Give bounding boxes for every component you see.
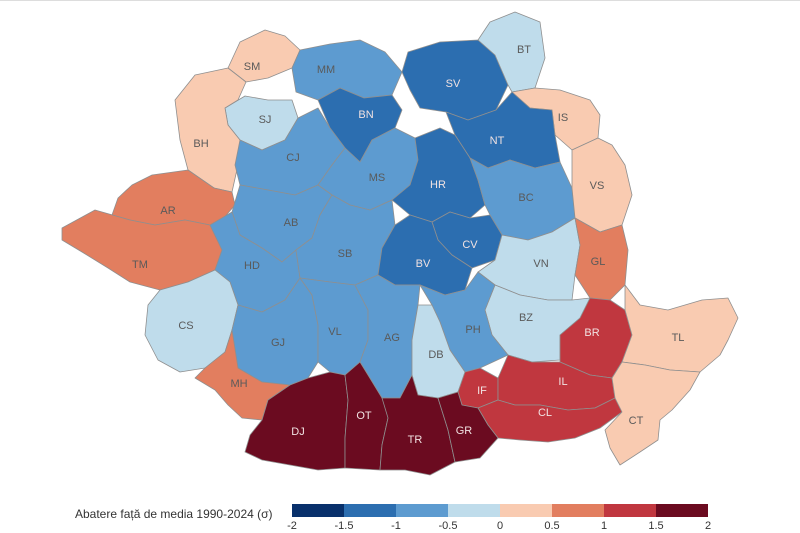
county-label-ms: MS — [369, 172, 386, 184]
legend-ticks: -2 -1.5 -1 -0.5 0 0.5 1 1.5 2 — [287, 520, 711, 532]
county-label-br: BR — [584, 327, 599, 339]
county-label-mm: MM — [317, 64, 335, 76]
county-label-bn: BN — [358, 109, 373, 121]
county-label-vl: VL — [328, 326, 341, 338]
county-label-if: IF — [477, 385, 487, 397]
county-label-dj: DJ — [291, 426, 304, 438]
county-label-hr: HR — [430, 179, 446, 191]
county-label-sm: SM — [244, 61, 261, 73]
county-label-ct: CT — [629, 415, 644, 427]
county-gl — [574, 217, 629, 301]
legend-swatch — [500, 504, 552, 517]
top-border — [0, 0, 800, 1]
legend-tick: 1 — [601, 520, 607, 532]
county-label-nt: NT — [490, 135, 505, 147]
county-label-is: IS — [558, 112, 568, 124]
legend: Abatere față de media 1990-2024 (σ) -2 -1… — [75, 504, 711, 532]
county-vs — [571, 137, 633, 233]
county-tl — [621, 284, 739, 373]
legend-swatch — [552, 504, 604, 517]
county-label-tm: TM — [132, 259, 148, 271]
county-label-bz: BZ — [519, 312, 533, 324]
legend-swatch — [656, 504, 708, 517]
county-label-ab: AB — [284, 217, 299, 229]
legend-tick: 2 — [705, 520, 711, 532]
labels-layer: SM MM SV BT SJ BN IS BH CJ MS NT HR BC VS AR AB CV TM HD SB… — [132, 44, 684, 446]
county-label-db: DB — [428, 349, 443, 361]
legend-tick: -0.5 — [439, 520, 458, 532]
legend-swatch — [344, 504, 396, 517]
legend-tick: -1.5 — [335, 520, 354, 532]
legend-tick: 0 — [497, 520, 503, 532]
county-label-ar: AR — [160, 205, 175, 217]
county-label-sb: SB — [338, 248, 353, 260]
county-label-tr: TR — [408, 434, 423, 446]
legend-swatch — [292, 504, 344, 517]
county-gr — [437, 391, 499, 463]
county-label-sj: SJ — [259, 114, 272, 126]
county-label-tl: TL — [672, 332, 685, 344]
county-label-bc: BC — [518, 192, 533, 204]
county-label-gl: GL — [591, 256, 606, 268]
county-label-vn: VN — [533, 258, 548, 270]
county-sv — [401, 39, 509, 121]
county-label-bt: BT — [517, 44, 531, 56]
county-label-mh: MH — [230, 378, 247, 390]
county-mm — [291, 39, 403, 101]
county-sm — [227, 29, 301, 83]
legend-tick: -1 — [391, 520, 401, 532]
county-label-ag: AG — [384, 332, 400, 344]
legend-tick: -2 — [287, 520, 297, 532]
county-label-vs: VS — [590, 180, 605, 192]
county-label-hd: HD — [244, 260, 260, 272]
legend-tick: 0.5 — [544, 520, 559, 532]
legend-swatch — [396, 504, 448, 517]
county-label-cs: CS — [178, 320, 193, 332]
legend-tick: 1.5 — [648, 520, 663, 532]
county-label-bh: BH — [193, 138, 208, 150]
county-ct — [604, 361, 701, 466]
county-label-sv: SV — [446, 78, 461, 90]
county-label-cv: CV — [462, 239, 478, 251]
county-label-cj: CJ — [286, 152, 299, 164]
county-label-ph: PH — [465, 324, 480, 336]
county-bt — [477, 11, 546, 93]
county-label-gj: GJ — [271, 337, 285, 349]
legend-swatch — [604, 504, 656, 517]
legend-swatches — [292, 504, 708, 517]
county-label-gr: GR — [456, 425, 473, 437]
legend-title: Abatere față de media 1990-2024 (σ) — [75, 507, 273, 521]
legend-swatch — [448, 504, 500, 517]
county-label-ot: OT — [356, 410, 372, 422]
counties-layer — [61, 11, 739, 476]
county-label-bv: BV — [416, 258, 431, 270]
county-label-il: IL — [558, 376, 567, 388]
county-label-cl: CL — [538, 407, 552, 419]
